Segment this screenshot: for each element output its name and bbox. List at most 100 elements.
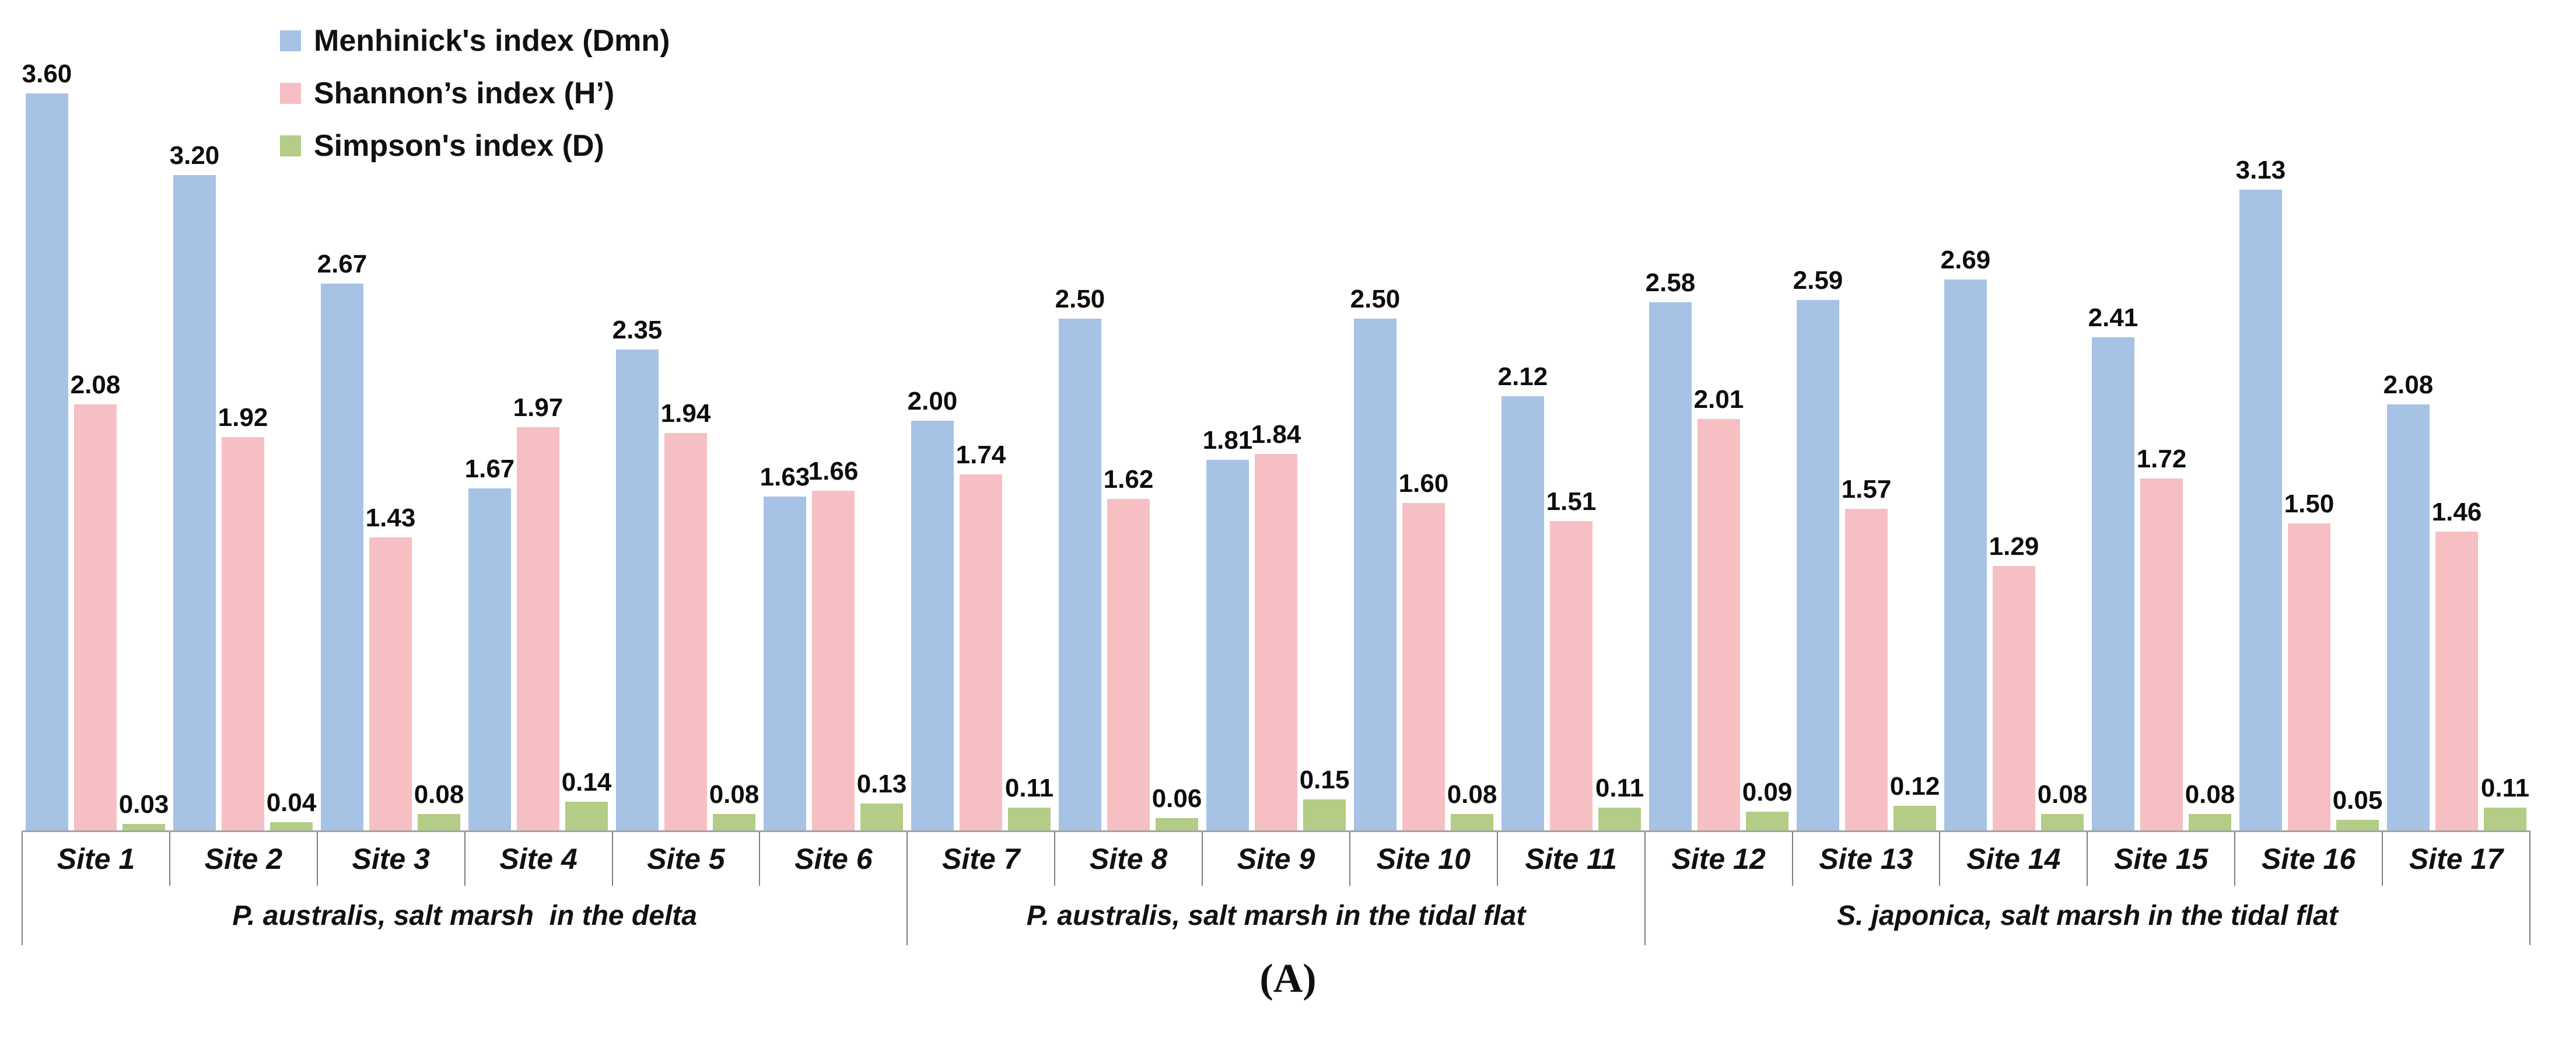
site-axis-cell-4: Site 4 [466, 832, 613, 886]
site-axis-label: Site 10 [1376, 843, 1471, 875]
bar: 0.13 [857, 770, 907, 830]
chart-legend: Menhinick's index (Dmn) Shannon’s index … [280, 23, 670, 163]
bar: 1.60 [1399, 469, 1448, 830]
site-axis-cell-7: Site 7 [908, 832, 1056, 886]
bar: 1.62 [1104, 465, 1153, 830]
bar-value-label: 0.08 [709, 780, 760, 809]
bar-value-label: 0.03 [118, 790, 169, 819]
site-axis-label: Site 17 [2409, 843, 2504, 875]
site-bar-group-1: 3.60 2.08 0.03 [22, 53, 169, 830]
bar: 1.84 [1251, 420, 1301, 830]
bar: 1.94 [661, 399, 710, 830]
bar: 0.03 [119, 790, 169, 830]
legend-label: Menhinick's index (Dmn) [314, 24, 670, 58]
bar: 2.35 [612, 316, 662, 830]
site-axis-label: Site 2 [204, 843, 283, 875]
bar-value-label: 2.67 [317, 250, 368, 279]
site-bar-group-4: 1.67 1.97 0.14 [464, 53, 612, 830]
bar: 0.08 [414, 780, 464, 830]
site-axis-label: Site 7 [942, 843, 1020, 875]
site-axis-label: Site 13 [1819, 843, 1913, 875]
bar-value-label: 0.14 [561, 767, 612, 797]
site-axis-label: Site 8 [1089, 843, 1168, 875]
site-axis-cell-8: Site 8 [1055, 832, 1203, 886]
bar: 1.97 [513, 393, 563, 830]
bar: 2.50 [1055, 285, 1105, 830]
bar-value-label: 1.63 [760, 463, 810, 492]
bar: 1.72 [2137, 445, 2186, 830]
bar-value-label: 1.97 [513, 393, 564, 422]
bar-value-label: 2.00 [907, 387, 958, 416]
site-axis-cell-5: Site 5 [613, 832, 761, 886]
bar-value-label: 3.20 [169, 141, 220, 170]
bar: 1.92 [218, 403, 268, 830]
site-bar-group-6: 1.63 1.66 0.13 [760, 53, 907, 830]
bar-value-label: 2.01 [1693, 385, 1744, 414]
legend-label: Simpson's index (D) [314, 129, 604, 163]
site-axis-cell-9: Site 9 [1203, 832, 1350, 886]
bar-value-label: 1.60 [1398, 469, 1449, 498]
site-axis-cell-14: Site 14 [1940, 832, 2088, 886]
site-label-row: Site 1 Site 2 Site 3 Site 4 Site 5 Site … [22, 832, 2530, 886]
bar-value-label: 0.08 [1447, 780, 1497, 809]
bar-value-label: 1.43 [365, 504, 416, 533]
bar-value-label: 1.50 [2284, 489, 2334, 518]
bar: 1.67 [465, 455, 514, 830]
site-axis-label: Site 1 [57, 843, 135, 875]
bar-value-label: 1.29 [1989, 532, 2039, 561]
bar: 1.51 [1546, 487, 1596, 830]
legend-swatch-icon [280, 135, 301, 156]
site-axis-label: Site 16 [2261, 843, 2356, 875]
bar: 0.08 [709, 780, 759, 830]
site-axis-cell-12: Site 12 [1646, 832, 1793, 886]
bar-value-label: 0.15 [1299, 766, 1350, 795]
site-axis-label: Site 4 [499, 843, 578, 875]
bar: 2.08 [71, 371, 120, 830]
site-axis-cell-17: Site 17 [2383, 832, 2530, 886]
site-bar-group-2: 3.20 1.92 0.04 [169, 53, 317, 830]
bar-value-label: 2.35 [612, 315, 663, 344]
site-axis-cell-15: Site 15 [2088, 832, 2236, 886]
bar-value-label: 2.69 [1940, 246, 1991, 275]
site-axis-cell-6: Site 6 [760, 832, 908, 886]
bar: 1.43 [366, 504, 415, 830]
bar-value-label: 0.06 [1152, 784, 1202, 813]
bar: 1.63 [760, 463, 810, 830]
plot-area: 3.60 2.08 0.03 3.20 1.92 0.04 2.67 1.43 … [22, 53, 2530, 830]
bar: 0.15 [1300, 766, 1349, 830]
legend-swatch-icon [280, 30, 301, 51]
category-axis: Site 1 Site 2 Site 3 Site 4 Site 5 Site … [22, 830, 2530, 945]
bar: 2.69 [1941, 246, 1990, 830]
bar-value-label: 3.60 [22, 60, 72, 89]
bar-value-label: 1.92 [218, 403, 268, 432]
site-axis-cell-1: Site 1 [22, 832, 170, 886]
site-axis-label: Site 6 [794, 843, 873, 875]
bar: 0.06 [1152, 784, 1202, 830]
bar-value-label: 2.41 [2088, 303, 2138, 332]
group-axis-label: P. australis, salt marsh in the tidal fl… [1026, 900, 1526, 931]
site-bar-group-5: 2.35 1.94 0.08 [612, 53, 760, 830]
bar-value-label: 0.11 [1595, 774, 1644, 803]
bar-value-label: 2.08 [2383, 371, 2434, 400]
bar: 0.08 [1447, 780, 1497, 830]
bar-value-label: 2.12 [1497, 362, 1548, 392]
bar: 2.01 [1694, 385, 1744, 830]
bar-value-label: 1.72 [2136, 444, 2187, 473]
site-axis-cell-2: Site 2 [170, 832, 318, 886]
site-bar-group-15: 2.41 1.72 0.08 [2088, 53, 2235, 830]
site-bar-group-7: 2.00 1.74 0.11 [907, 53, 1055, 830]
bar: 3.20 [170, 141, 219, 830]
site-bar-group-9: 1.81 1.84 0.15 [1202, 53, 1350, 830]
site-axis-cell-10: Site 10 [1350, 832, 1498, 886]
bar: 3.13 [2236, 156, 2286, 830]
site-axis-cell-11: Site 11 [1498, 832, 1646, 886]
group-axis-label: P. australis, salt marsh in the delta [232, 900, 697, 931]
bar: 1.66 [808, 457, 858, 830]
group-axis-cell: P. australis, salt marsh in the tidal fl… [908, 886, 1646, 945]
bar: 0.09 [1742, 778, 1792, 830]
site-axis-label: Site 14 [1966, 843, 2061, 875]
site-axis-label: Site 12 [1671, 843, 1766, 875]
bar-value-label: 1.57 [1841, 475, 1892, 504]
site-bar-group-8: 2.50 1.62 0.06 [1055, 53, 1202, 830]
site-axis-label: Site 5 [647, 843, 725, 875]
